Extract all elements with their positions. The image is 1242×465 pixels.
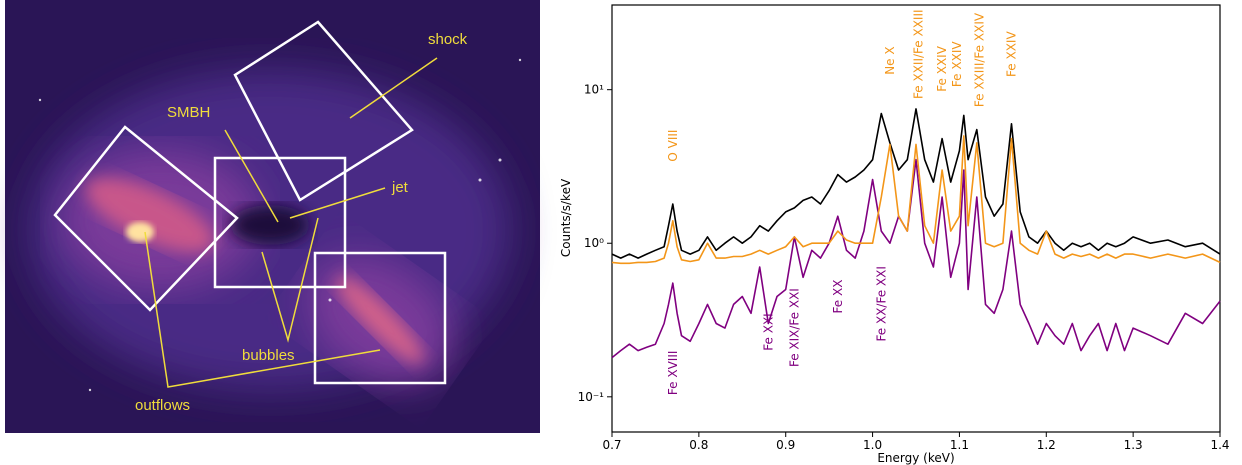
line-label: Fe XX/Fe XXI [874, 266, 888, 341]
image-label: SMBH [167, 104, 210, 121]
xray-image: shock SMBH jet bubbles outflows [5, 0, 540, 433]
y-tick-label: 10⁰ [584, 236, 604, 250]
x-tick-label: 0.9 [776, 438, 795, 452]
y-tick-label: 10¹ [584, 83, 604, 97]
line-label: Ne X [883, 46, 897, 74]
image-label: jet [391, 179, 409, 196]
y-tick-label: 10⁻¹ [578, 390, 605, 404]
line-label: Fe XVIII [666, 351, 680, 396]
x-tick-label: 1.3 [1124, 438, 1143, 452]
line-label: Fe XXIV [935, 45, 949, 91]
y-axis-label: Counts/s/keV [559, 178, 573, 257]
image-label: bubbles [242, 347, 295, 364]
spectrum-line [611, 135, 1221, 265]
x-tick-label: 1.2 [1037, 438, 1056, 452]
image-label: shock [428, 31, 468, 48]
x-tick-label: 0.7 [602, 438, 621, 452]
line-label: Fe XXIII/Fe XXIV [972, 12, 986, 107]
plot-frame [611, 4, 1221, 433]
line-label: Fe XXIV [1005, 31, 1019, 77]
line-label: Fe XXI [761, 313, 775, 350]
line-label: Fe XIX/Fe XXI [787, 288, 801, 367]
line-label: Fe XXIV [950, 41, 964, 87]
line-label: Fe XX [831, 280, 845, 314]
image-label: outflows [135, 397, 190, 414]
spectrum-line [611, 158, 1221, 359]
x-tick-label: 1.0 [863, 438, 882, 452]
x-tick-label: 0.8 [689, 438, 708, 452]
spectrum-line [611, 108, 1221, 259]
x-tick-label: 1.1 [950, 438, 969, 452]
line-label: Fe XXII/Fe XXIII [912, 9, 926, 99]
line-label: O VIII [666, 130, 680, 162]
x-axis-label: Energy (keV) [877, 451, 954, 465]
x-tick-label: 1.4 [1210, 438, 1229, 452]
